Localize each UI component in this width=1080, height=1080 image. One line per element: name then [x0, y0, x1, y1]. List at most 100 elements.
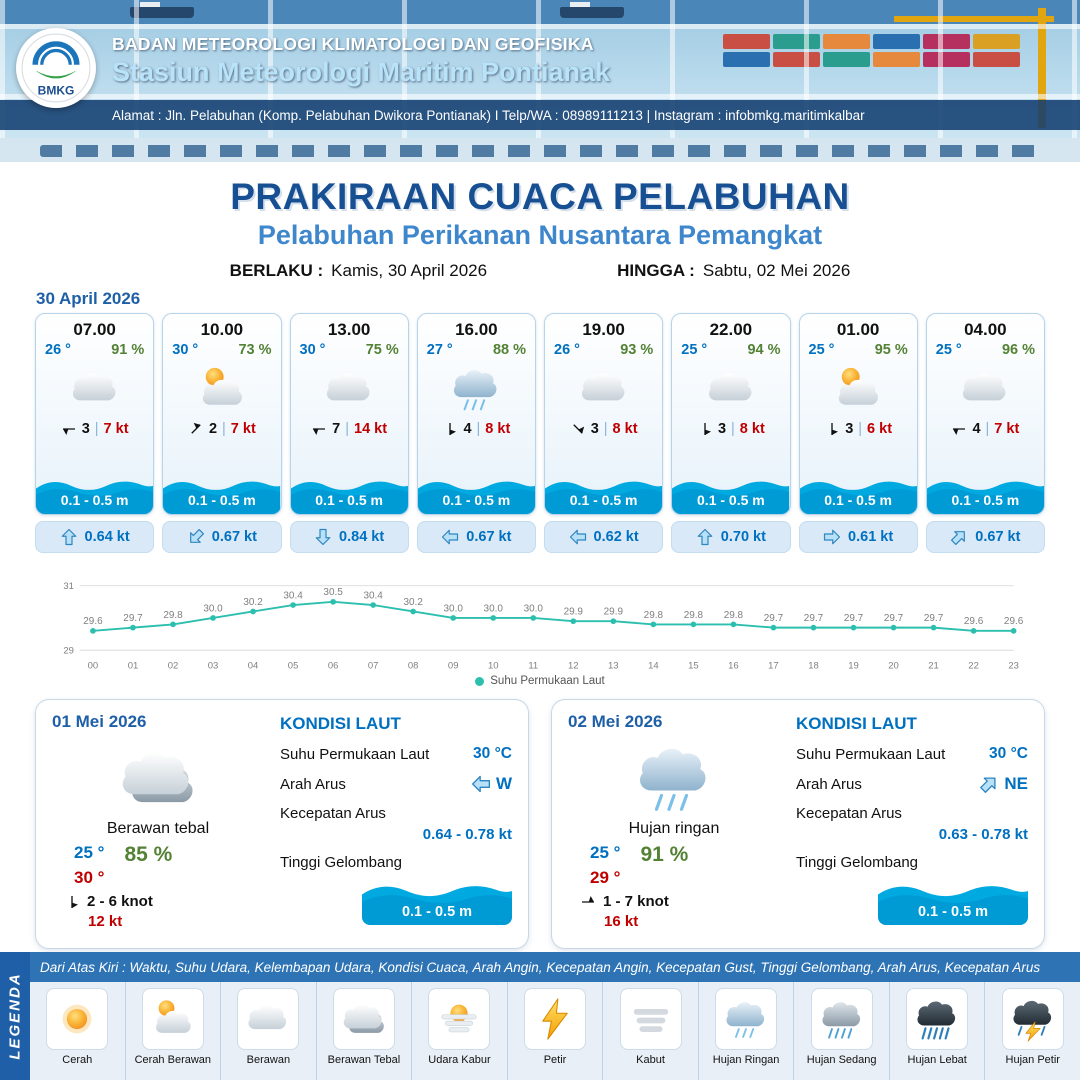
- hourly-forecast-column: 19.00 26 ° 93 % 3 8 kt: [544, 313, 664, 553]
- hourly-forecast-column: 04.00 25 ° 96 % 4 7 kt: [925, 313, 1045, 553]
- legend-item-label: Hujan Lebat: [907, 1054, 967, 1066]
- current-speed-value: 0.70 kt: [720, 529, 766, 545]
- legend-weather-icon: [626, 996, 676, 1042]
- wind-barb-icon: [951, 421, 967, 437]
- air-temperature: 25 °: [681, 342, 708, 358]
- weather-icon: [800, 359, 917, 419]
- wind-row: 3 8 kt: [672, 421, 789, 437]
- current-speed-value: 0.62 kt: [593, 529, 639, 545]
- legend-icon-tile: [46, 988, 109, 1050]
- weather-icon-glyph: [620, 738, 728, 818]
- svg-text:02: 02: [168, 660, 179, 671]
- current-speed-value: 0.61 kt: [848, 529, 894, 545]
- hourly-forecast-card: 07.00 26 ° 91 % 3 7 kt: [35, 313, 155, 515]
- humidity: 94 %: [747, 342, 781, 358]
- svg-text:17: 17: [768, 660, 779, 671]
- legend-series-dot: [475, 676, 485, 686]
- current-speed-badge: 0.61 kt: [798, 521, 918, 553]
- hourly-forecast-card: 13.00 30 ° 75 % 7 14 kt: [289, 313, 409, 515]
- weather-icon: [568, 738, 780, 818]
- air-temperature: 26 °: [45, 342, 71, 358]
- bmkg-logo: BMKG: [16, 28, 96, 108]
- current-speed-row: Kecepatan Arus: [796, 805, 1028, 822]
- chart-legend: Suhu Permukaan Laut: [35, 673, 1045, 689]
- bmkg-logo-icon: BMKG: [21, 33, 91, 103]
- divider: [222, 421, 226, 437]
- current-direction-value: NE: [979, 774, 1028, 794]
- current-speed-value: 0.67 kt: [975, 529, 1021, 545]
- wind-speed: 3: [845, 421, 854, 437]
- legend-weather-icon: [817, 996, 867, 1042]
- weather-icon: [927, 359, 1044, 419]
- temp-humidity-row: 27 ° 88 %: [418, 340, 535, 358]
- current-direction-label: Arah Arus: [796, 775, 862, 793]
- gust-speed: 7 kt: [230, 421, 256, 437]
- hourly-forecast-card: 19.00 26 ° 93 % 3 8 kt: [544, 313, 664, 515]
- svg-text:03: 03: [208, 660, 219, 671]
- air-temperature: 30 °: [172, 342, 199, 358]
- current-speed-badge: 0.67 kt: [416, 521, 536, 553]
- weather-icon-glyph: [192, 363, 252, 415]
- daily-weather-summary: Berawan tebal 25 ° 30 ° 85 % 2 - 6 knot …: [52, 738, 264, 930]
- weather-icon-glyph: [955, 363, 1015, 415]
- hourly-forecast-row: 07.00 26 ° 91 % 3 7 kt: [35, 313, 1045, 553]
- wind-barb-icon: [64, 894, 80, 910]
- svg-text:29.6: 29.6: [964, 616, 984, 627]
- page-title: PRAKIRAAN CUACA PELABUHAN: [230, 176, 850, 217]
- temp-humidity-row: 26 ° 91 %: [36, 340, 153, 358]
- current-speed-label: Kecepatan Arus: [796, 805, 902, 822]
- svg-text:29.7: 29.7: [123, 613, 143, 624]
- svg-text:18: 18: [808, 660, 819, 671]
- humidity: 73 %: [238, 342, 272, 358]
- humidity: 96 %: [1001, 342, 1035, 358]
- svg-text:13: 13: [608, 660, 619, 671]
- legend-item-label: Hujan Sedang: [806, 1054, 877, 1066]
- current-direction-value: W: [471, 774, 512, 794]
- humidity: 91 %: [111, 342, 145, 358]
- legend-item: Berawan Tebal: [317, 982, 413, 1080]
- gust-speed: 12 kt: [88, 913, 123, 930]
- hourly-forecast-column: 16.00 27 ° 88 % 4 8 kt: [416, 313, 536, 553]
- daily-date: 01 Mei 2026: [52, 712, 147, 731]
- wind-speed: 4: [972, 421, 981, 437]
- temps-row: 25 ° 30 ° 85 %: [52, 843, 264, 888]
- current-direction-text: W: [495, 774, 512, 793]
- wave-height-value: 0.1 - 0.5 m: [824, 492, 892, 508]
- sst-value: 30 °C: [473, 745, 512, 762]
- forecast-time: 22.00: [709, 320, 753, 339]
- temp-humidity-row: 25 ° 95 %: [800, 340, 917, 358]
- header-banner: BMKG BADAN METEOROLOGI KLIMATOLOGI DAN G…: [0, 0, 1080, 162]
- org-name: BADAN METEOROLOGI KLIMATOLOGI DAN GEOFIS…: [112, 34, 594, 54]
- gust-speed: 8 kt: [485, 421, 511, 437]
- weather-icon: [36, 359, 153, 419]
- wave-height-value: 0.1 - 0.5 m: [188, 492, 256, 508]
- valid-from-value: Kamis, 30 April 2026: [331, 261, 488, 280]
- weather-icon: [545, 359, 662, 419]
- wind-speed: 2: [208, 421, 218, 437]
- wind-row: 4 7 kt: [927, 421, 1044, 437]
- svg-text:BMKG: BMKG: [38, 83, 75, 97]
- sst-value: 30 °C: [989, 745, 1028, 762]
- wave-height-band: 0.1 - 0.5 m: [418, 474, 535, 514]
- legend-icon-tile: [715, 988, 778, 1050]
- temp-humidity-row: 30 ° 75 %: [291, 340, 408, 358]
- humidity: 93 %: [620, 342, 654, 358]
- divider: [477, 421, 481, 437]
- current-speed-label: Kecepatan Arus: [280, 805, 386, 822]
- wave-height-value: 0.1 - 0.5 m: [401, 904, 473, 920]
- sea-conditions-panel: KONDISI LAUT Suhu Permukaan Laut 30 °C A…: [796, 714, 1028, 925]
- forecast-date: 30 April 2026: [36, 289, 141, 308]
- hourly-forecast-card: 04.00 25 ° 96 % 4 7 kt: [925, 313, 1045, 515]
- wind-speed: 3: [81, 421, 90, 437]
- humidity: 75 %: [365, 342, 399, 358]
- legend-item-label: Cerah: [62, 1054, 93, 1066]
- legend-item: Hujan Lebat: [890, 982, 986, 1080]
- legend-weather-icon: [530, 996, 580, 1042]
- weather-condition-label: Hujan ringan: [628, 820, 720, 837]
- legend-item-label: Berawan Tebal: [327, 1054, 401, 1066]
- svg-text:29.7: 29.7: [844, 613, 864, 624]
- legend-item-label: Hujan Petir: [1005, 1054, 1060, 1066]
- gust-speed: 7 kt: [994, 421, 1020, 437]
- wave-height-row: Tinggi Gelombang: [280, 854, 512, 871]
- svg-text:30.0: 30.0: [444, 603, 464, 614]
